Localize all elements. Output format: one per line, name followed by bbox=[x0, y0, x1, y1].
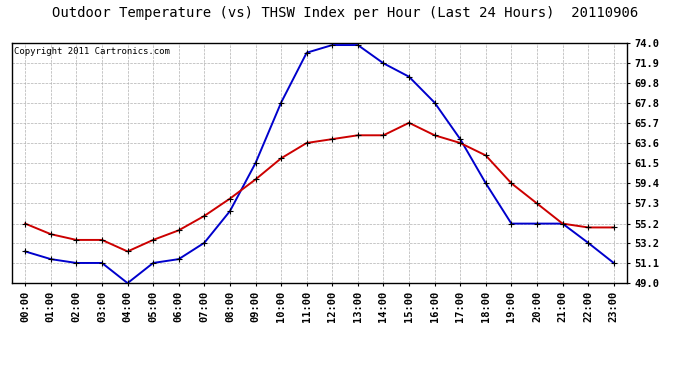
Text: Copyright 2011 Cartronics.com: Copyright 2011 Cartronics.com bbox=[14, 47, 170, 56]
Text: Outdoor Temperature (vs) THSW Index per Hour (Last 24 Hours)  20110906: Outdoor Temperature (vs) THSW Index per … bbox=[52, 6, 638, 20]
